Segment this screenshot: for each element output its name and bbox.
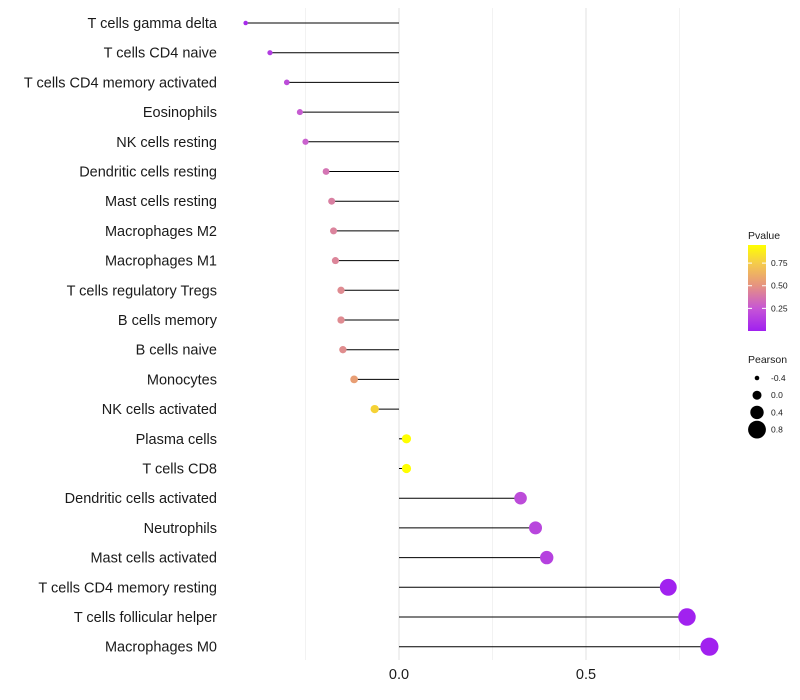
y-axis-label: T cells CD8 — [142, 462, 217, 478]
y-axis-label: T cells gamma delta — [88, 16, 218, 32]
lollipop-point — [401, 463, 412, 474]
pearson-legend-title: Pearson — [748, 354, 787, 366]
lollipop-point — [243, 20, 248, 26]
y-axis-label: Dendritic cells resting — [79, 165, 217, 181]
size-legend-dot — [752, 390, 762, 400]
lollipop-point — [401, 434, 412, 444]
lollipop-point — [328, 197, 336, 205]
y-axis-labels: T cells gamma delta T cells CD4 naive T ce… — [24, 16, 218, 656]
colorbar-tick-label: 0.75 — [771, 258, 788, 268]
lollipop-point — [302, 138, 309, 145]
lollipop-point — [540, 550, 554, 565]
size-legend-dot — [748, 420, 766, 439]
x-axis-ticks: 0.0 0.5 — [389, 667, 596, 683]
points — [243, 20, 719, 656]
lollipop-point — [350, 375, 358, 384]
size-legend-label: 0.4 — [771, 407, 783, 417]
x-tick-label: 0.0 — [389, 667, 409, 683]
size-legend-dot — [750, 405, 764, 420]
y-axis-label: Macrophages M2 — [105, 224, 217, 240]
y-axis-label: B cells naive — [136, 343, 217, 359]
stems — [245, 22, 710, 648]
lollipop-point — [700, 637, 719, 656]
y-axis-label: Monocytes — [147, 372, 217, 388]
size-legend-label: 0.0 — [771, 390, 783, 400]
colorbar-tick-label: 0.25 — [771, 303, 788, 313]
size-legend-label: -0.4 — [771, 373, 786, 383]
pvalue-legend: Pvalue 0.25 0.50 0.75 — [748, 230, 788, 331]
x-tick-label: 0.5 — [576, 667, 596, 683]
lollipop-point — [678, 608, 696, 626]
lollipop-point — [339, 346, 347, 354]
y-axis-label: Macrophages M0 — [105, 640, 217, 656]
y-axis-label: Plasma cells — [136, 432, 217, 448]
lollipop-point — [283, 79, 290, 86]
y-axis-label: Macrophages M1 — [105, 254, 217, 270]
y-axis-label: T cells regulatory Tregs — [67, 283, 217, 299]
y-axis-label: T cells CD4 memory activated — [24, 75, 217, 91]
lollipop-point — [529, 521, 543, 535]
lollipop-point — [337, 286, 345, 294]
y-axis-label: T cells follicular helper — [74, 610, 217, 626]
y-axis-label: NK cells activated — [102, 402, 217, 418]
lollipop-point — [296, 109, 303, 116]
size-legend-dot — [754, 375, 760, 381]
lollipop-point — [322, 168, 330, 175]
y-axis-label: Mast cells activated — [90, 551, 217, 567]
lollipop-point — [337, 316, 345, 324]
size-legend-label: 0.8 — [771, 425, 783, 435]
y-axis-label: B cells memory — [118, 313, 218, 329]
lollipop-point — [267, 50, 273, 56]
lollipop-point — [370, 404, 379, 414]
lollipop-point — [514, 491, 527, 505]
y-axis-label: T cells CD4 memory resting — [38, 580, 217, 596]
lollipop-point — [330, 227, 338, 235]
y-axis-label: Neutrophils — [144, 521, 217, 537]
y-axis-label: NK cells resting — [116, 135, 217, 151]
y-axis-label: Mast cells resting — [105, 194, 217, 210]
y-axis-label: T cells CD4 naive — [104, 46, 217, 62]
lollipop-point — [659, 578, 677, 596]
pvalue-legend-title: Pvalue — [748, 230, 780, 242]
y-axis-label: Eosinophils — [143, 105, 217, 121]
gridlines — [305, 8, 680, 660]
pvalue-colorbar — [748, 245, 766, 331]
lollipop-point — [331, 257, 339, 265]
y-axis-label: Dendritic cells activated — [65, 491, 217, 507]
pearson-legend: Pearson -0.4 0.0 0.4 0.8 — [748, 354, 787, 439]
colorbar-tick-label: 0.50 — [771, 281, 788, 291]
